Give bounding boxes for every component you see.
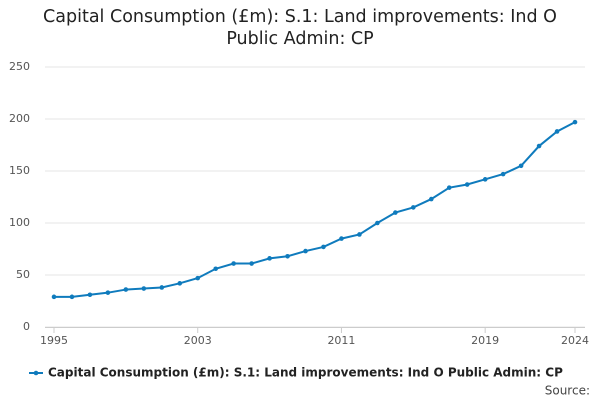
data-point	[105, 290, 111, 295]
y-tick-label: 0	[23, 320, 30, 333]
y-tick-label: 100	[9, 216, 30, 229]
data-point	[554, 129, 560, 134]
series-line	[54, 121, 576, 298]
data-point	[518, 163, 524, 169]
y-tick-label: 200	[9, 112, 30, 125]
data-point	[428, 196, 434, 202]
data-point	[249, 261, 254, 266]
legend-marker	[33, 370, 39, 376]
data-point	[267, 256, 272, 261]
x-tick-label: 2003	[184, 334, 212, 347]
data-point	[357, 232, 362, 237]
data-point	[231, 261, 236, 266]
y-tick-label: 250	[9, 60, 30, 73]
data-point	[500, 171, 506, 177]
x-tick-label: 2011	[327, 334, 355, 347]
legend-label: Capital Consumption (£m): S.1: Land impr…	[48, 366, 563, 380]
data-point	[339, 236, 344, 241]
data-point	[536, 143, 542, 149]
data-point	[393, 210, 398, 215]
x-tick-label: 2024	[561, 334, 589, 347]
y-tick-label: 50	[16, 268, 30, 281]
data-point	[123, 287, 129, 292]
chart-title: Capital Consumption (£m): S.1: Land impr…	[43, 7, 557, 49]
data-point	[446, 185, 452, 190]
data-point	[303, 248, 308, 254]
data-point	[141, 286, 147, 291]
data-point	[87, 292, 93, 298]
data-point	[464, 182, 470, 187]
y-tick-label: 150	[9, 164, 30, 177]
x-tick-label: 1995	[40, 334, 68, 347]
data-point	[195, 275, 201, 281]
data-point	[213, 266, 218, 272]
data-point	[321, 244, 326, 250]
data-point	[51, 294, 57, 300]
data-point	[411, 205, 416, 210]
data-point	[159, 285, 165, 290]
data-point	[482, 177, 488, 182]
data-point	[572, 119, 578, 125]
source-label: Source:	[545, 384, 590, 398]
x-tick-label: 2019	[471, 334, 499, 347]
data-point	[177, 281, 183, 286]
data-point	[69, 294, 75, 300]
data-point	[375, 220, 380, 226]
data-point	[285, 253, 290, 259]
